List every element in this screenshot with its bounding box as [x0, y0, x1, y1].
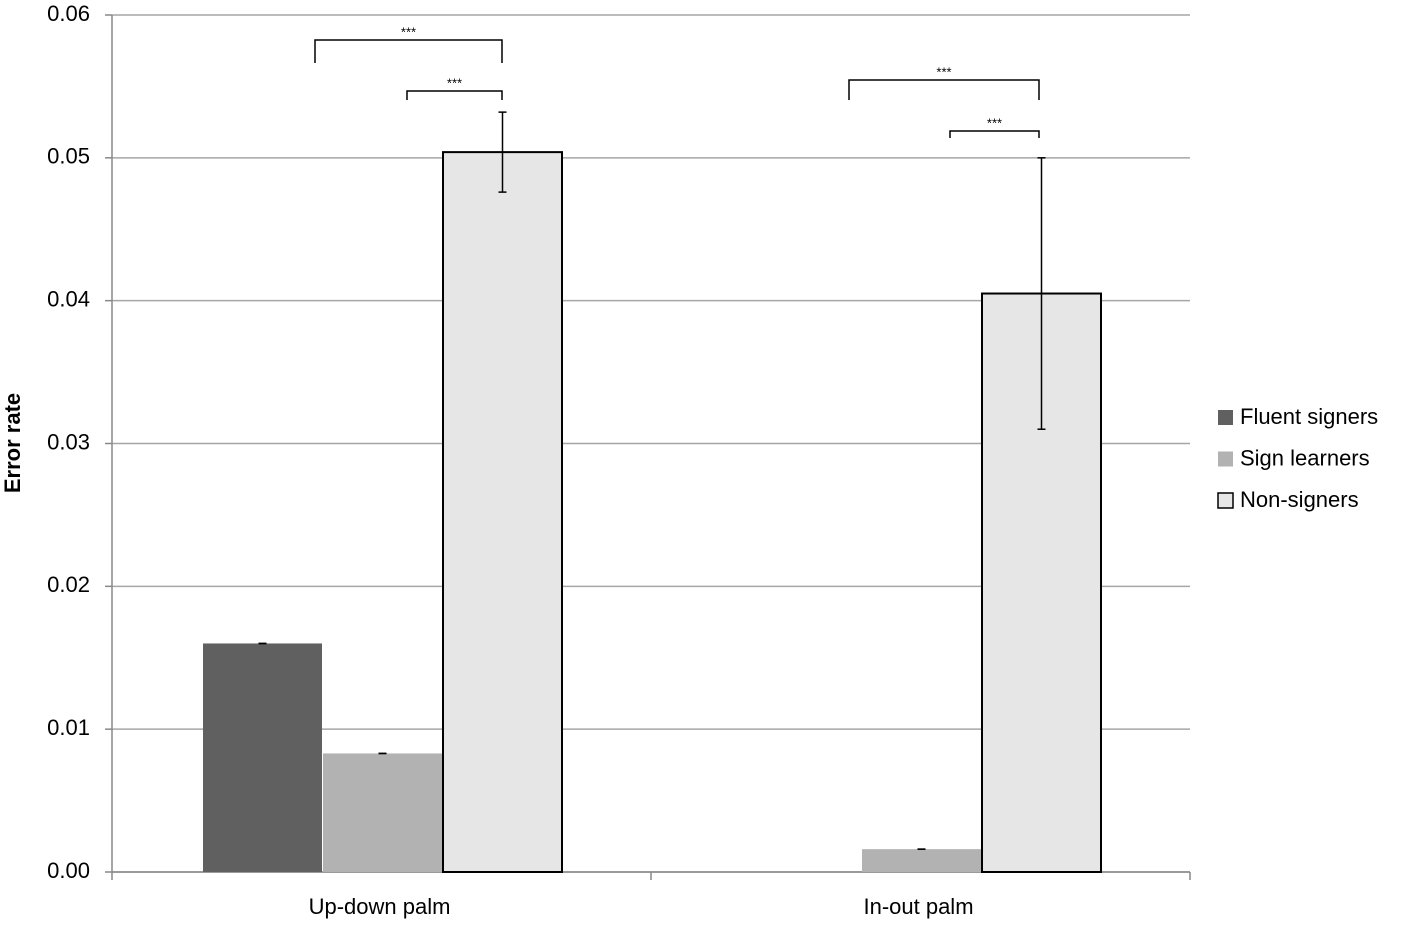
y-tick-label: 0.04	[47, 286, 90, 311]
y-tick-label: 0.00	[47, 858, 90, 883]
legend-swatch	[1218, 410, 1233, 425]
bar	[323, 753, 442, 872]
bar	[442, 151, 563, 873]
significance-bracket	[848, 79, 1040, 100]
legend-label: Sign learners	[1240, 445, 1370, 470]
significance-label: ***	[936, 64, 951, 79]
y-tick-label: 0.06	[47, 1, 90, 26]
x-tick-label: Up-down palm	[309, 894, 451, 919]
y-tick-label: 0.02	[47, 572, 90, 597]
y-tick-label: 0.05	[47, 144, 90, 169]
significance-label: ***	[447, 75, 462, 90]
legend-label: Fluent signers	[1240, 404, 1378, 429]
significance-bracket	[949, 130, 1040, 138]
y-axis-label: Error rate	[0, 393, 25, 493]
significance-bracket	[406, 90, 503, 100]
legend-label: Non-signers	[1240, 487, 1359, 512]
bar	[203, 643, 322, 872]
legend-swatch	[1218, 451, 1233, 467]
legend-swatch	[1217, 492, 1234, 509]
significance-bracket	[314, 39, 503, 63]
x-tick-label: In-out palm	[863, 894, 973, 919]
significance-label: ***	[987, 115, 1002, 130]
y-tick-label: 0.01	[47, 715, 90, 740]
significance-label: ***	[401, 24, 416, 39]
bar	[862, 849, 981, 872]
y-tick-label: 0.03	[47, 429, 90, 454]
